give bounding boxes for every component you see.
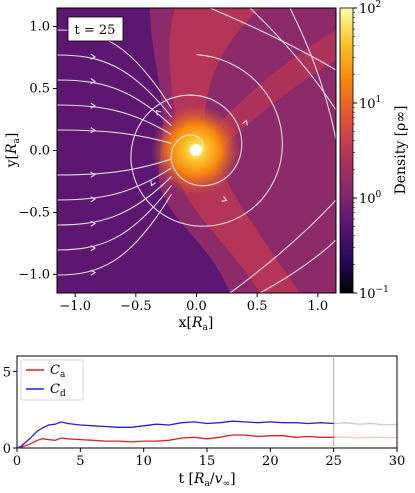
y-axis-title: y[Ra]: [4, 133, 22, 169]
y-tick-label: −1.0: [18, 267, 50, 282]
streamline-arrow: [90, 220, 97, 227]
coefficient-x-axis-title: t [Ra/v∞]: [178, 471, 235, 489]
streamline-arrow: [90, 269, 97, 276]
colorbar-tick-label: 100: [359, 190, 382, 207]
time-annotation: t = 25: [75, 23, 116, 38]
streamline: [209, 8, 336, 71]
colorbar-ticks: 102 101 100 10−1: [353, 0, 389, 302]
streamline: [229, 199, 336, 293]
series-line-a: [16, 434, 334, 449]
series-line-future-a: [333, 436, 398, 439]
streamline: [57, 193, 172, 276]
y-tick-label: −0.5: [18, 205, 50, 220]
streamline-arrow: [90, 196, 97, 203]
streamline: [57, 129, 172, 144]
x-tick-label: 15: [199, 454, 216, 469]
colorbar: 102 101 100 10−1 Density [ρ∞]: [339, 0, 409, 302]
streamline-arrow: [90, 171, 97, 178]
x-tick-label: −0.5: [120, 299, 152, 314]
y-tick-label: 5: [3, 365, 11, 380]
streamline: [289, 8, 336, 141]
streamline: [57, 104, 172, 136]
colorbar-tick-label: 102: [359, 0, 381, 17]
coefficient-panel: 0 5 10 15 20 25 30 05 Ca Cd t [Ra/v∞]: [3, 355, 405, 489]
streamline: [57, 184, 172, 251]
x-tick-label: 1.0: [307, 299, 328, 314]
streamline-arrow: [90, 53, 97, 60]
coefficient-y-axis: 05: [3, 365, 17, 457]
x-axis-title: x[Ra]: [179, 315, 214, 333]
coefficient-x-axis: 0 5 10 15 20 25 30: [13, 448, 405, 469]
time-annotation-box: t = 25: [67, 16, 124, 42]
series-line-d: [16, 420, 334, 449]
legend: Ca Cd: [20, 359, 84, 401]
density-panel: t = 25 −1.0 −0.5 0.0 0.5 1.0 1.00.50.0−0.5−1…: [4, 7, 337, 333]
x-tick-label: 30: [389, 454, 406, 469]
x-tick-label: 0: [13, 454, 21, 469]
x-tick-label: 0.5: [247, 299, 268, 314]
legend-label-ca: Ca: [50, 363, 66, 380]
x-tick-label: 10: [135, 454, 152, 469]
streamline-arrow: [90, 127, 97, 134]
x-tick-label: 20: [262, 454, 279, 469]
streamline-arrow: [242, 119, 248, 126]
coefficient-lines: [16, 356, 398, 449]
streamline: [57, 176, 172, 226]
density-field: [57, 8, 336, 293]
streamline: [249, 8, 336, 111]
streamline: [57, 167, 172, 201]
streamline: [57, 79, 172, 127]
y-tick-label: 0.0: [29, 144, 50, 159]
y-tick-label: 0.5: [29, 82, 50, 97]
y-tick-label: 1.0: [29, 20, 50, 35]
streamline-arrow: [155, 109, 162, 116]
shock-cone: [169, 8, 300, 293]
colorbar-gradient: [339, 7, 354, 294]
streamline-arrow: [90, 102, 97, 109]
y-tick-label: 0: [3, 442, 11, 457]
colorbar-tick-label: 10−1: [359, 285, 389, 302]
streamline-arrow: [90, 78, 97, 85]
streamline-arrow: [221, 196, 228, 202]
x-axis: −1.0 −0.5 0.0 0.5 1.0: [59, 293, 328, 314]
series-line-future-d: [333, 422, 398, 426]
x-tick-label: 25: [325, 454, 342, 469]
y-axis: 1.0 0.5 0.0 −0.5 −1.0: [18, 20, 57, 282]
accretor: [190, 144, 202, 156]
streamline: [57, 158, 172, 176]
streamline-arrow: [150, 180, 156, 187]
x-tick-label: 5: [76, 454, 84, 469]
streamline: [57, 54, 172, 118]
x-tick-label: −1.0: [59, 299, 91, 314]
x-tick-label: 0.0: [186, 299, 207, 314]
colorbar-tick-label: 101: [359, 95, 381, 112]
streamline-arrow: [90, 245, 97, 252]
streamline-spiral: [130, 54, 283, 227]
streamlines: [57, 8, 336, 293]
streamline: [259, 239, 336, 293]
legend-label-cd: Cd: [50, 382, 66, 399]
colorbar-label: Density [ρ∞]: [393, 106, 409, 195]
